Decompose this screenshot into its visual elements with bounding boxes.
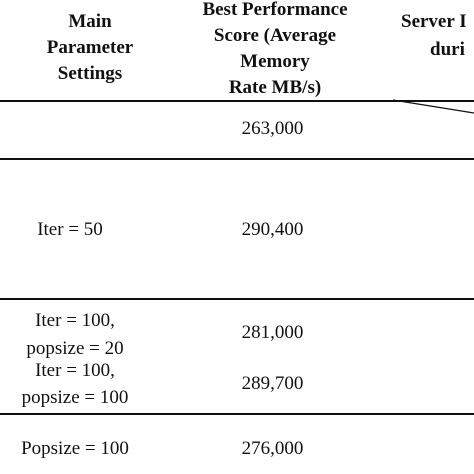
header-best-performance-line3: Memory (240, 51, 310, 72)
header-main-parameter-settings-line2: Parameter (46, 37, 134, 58)
table-row-4-score: 289,700 (241, 373, 304, 394)
header-rule (0, 100, 474, 102)
header-server-line2: duri (430, 39, 465, 60)
header-main-parameter-settings-line3: Settings (57, 63, 123, 84)
header-best-performance-line4: Rate MB/s) (228, 77, 322, 98)
header-server-line1: Server I (401, 11, 467, 32)
table-row-2-setting: Iter = 50 (37, 219, 103, 240)
row-1-rule (0, 158, 474, 160)
table-row-3-score: 281,000 (241, 322, 304, 343)
table-row-3-setting-line1: Iter = 100, (35, 310, 115, 331)
table-row-5-score: 276,000 (241, 438, 304, 459)
table-row-4-setting-line2: popsize = 100 (21, 387, 129, 408)
header-main-parameter-settings-line1: Main (68, 11, 112, 32)
table-row-5-setting: Popsize = 100 (21, 438, 129, 459)
row-2-rule (0, 298, 474, 300)
table-row-3-setting-line2: popsize = 20 (26, 338, 124, 359)
header-best-performance-line1: Best Performance (202, 0, 348, 20)
row-4-rule (0, 413, 474, 415)
table-row-1-score: 263,000 (241, 118, 304, 139)
table-row-2-score: 290,400 (241, 219, 304, 240)
header-best-performance-line2: Score (Average (213, 25, 337, 46)
table-row-4-setting-line1: Iter = 100, (35, 360, 115, 381)
